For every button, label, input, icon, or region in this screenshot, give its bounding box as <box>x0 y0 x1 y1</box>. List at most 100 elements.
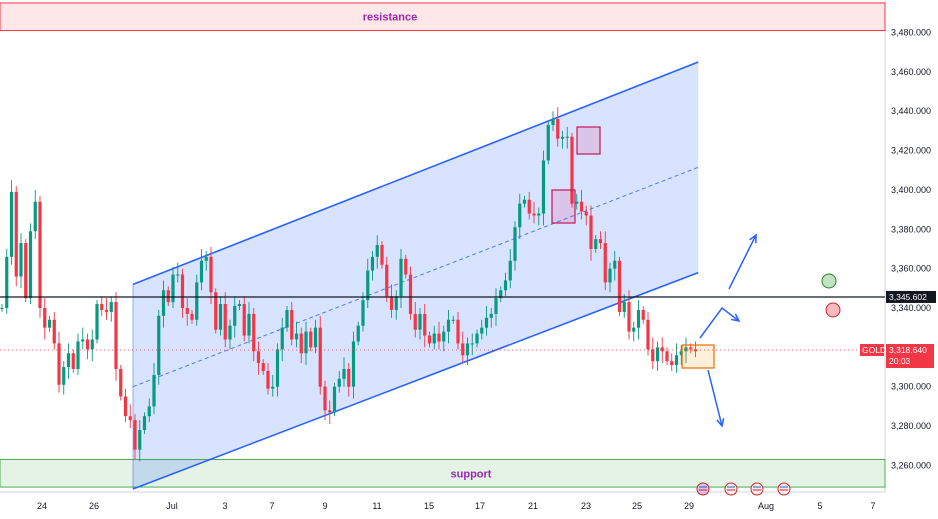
candle <box>38 201 42 308</box>
time-tick-label: 25 <box>632 501 642 511</box>
price-tick-label: 3,360.000 <box>891 264 931 274</box>
candle <box>655 347 660 362</box>
candle <box>81 339 85 342</box>
candle <box>100 304 104 310</box>
candle <box>195 282 199 320</box>
time-tick-label: 9 <box>322 501 327 511</box>
candle <box>233 306 237 326</box>
buy-signal-circle <box>821 273 837 289</box>
candle <box>603 243 607 283</box>
candle <box>9 191 14 257</box>
candle <box>114 302 118 369</box>
price-tick-label: 3,340.000 <box>891 303 931 313</box>
candle <box>456 319 460 344</box>
time-tick-label: 15 <box>424 501 434 511</box>
resistance-zone <box>0 2 886 32</box>
candles <box>0 107 698 462</box>
time-tick-label: 26 <box>89 501 99 511</box>
price-tick-label: 3,260.000 <box>891 460 931 470</box>
candle <box>218 304 223 330</box>
candle <box>138 429 142 450</box>
event-flag-icon <box>750 482 764 496</box>
candle <box>323 386 327 411</box>
arrow-retest <box>699 306 741 339</box>
candle <box>651 349 655 362</box>
candle <box>123 396 128 417</box>
candle <box>351 341 356 387</box>
candle <box>347 368 351 387</box>
candle <box>622 302 626 312</box>
candle <box>437 333 441 342</box>
candle <box>575 201 579 204</box>
candle <box>176 274 180 276</box>
candle <box>551 119 555 125</box>
event-icon <box>696 482 710 496</box>
candle <box>28 231 33 299</box>
candle <box>679 351 683 356</box>
candle <box>385 264 389 297</box>
event-flag-icon <box>777 482 791 496</box>
candle <box>546 124 550 161</box>
time-tick-label: 24 <box>37 501 47 511</box>
time-tick-label: 7 <box>870 501 875 511</box>
candle <box>584 211 588 216</box>
price-tick-label: 3,480.000 <box>891 27 931 37</box>
candle <box>223 304 227 340</box>
arrow-breakdown-path <box>707 369 723 427</box>
candle <box>256 351 261 364</box>
candle <box>119 368 123 397</box>
candle <box>484 317 489 328</box>
candle <box>399 258 403 297</box>
candle <box>128 416 132 421</box>
candle <box>142 416 147 430</box>
arrow-breakdown <box>707 369 725 428</box>
symbol-tag-text: GOLD <box>862 345 886 355</box>
candle <box>646 319 650 350</box>
time-tick-label: 5 <box>817 501 822 511</box>
symbol-tag <box>860 344 884 357</box>
candle <box>579 201 584 212</box>
candle <box>670 361 674 366</box>
candle <box>389 296 394 310</box>
candle <box>446 319 451 332</box>
candle <box>66 353 71 368</box>
candle <box>366 270 370 301</box>
candle <box>313 327 318 348</box>
event-icon <box>777 482 791 496</box>
candle <box>508 260 512 281</box>
candle <box>627 302 631 332</box>
candle <box>204 256 208 261</box>
candle <box>14 191 18 277</box>
candle <box>413 313 417 330</box>
candle <box>24 243 28 299</box>
candle <box>418 313 422 330</box>
candle <box>461 343 465 356</box>
candle <box>518 203 522 228</box>
event-flag-icon <box>696 482 710 496</box>
price-tick-label: 3,280.000 <box>891 421 931 431</box>
candle <box>565 136 569 138</box>
candle <box>408 274 413 314</box>
channel-fill <box>133 62 699 490</box>
candle <box>636 309 641 328</box>
candle <box>356 325 360 342</box>
price-tick-label: 3,380.000 <box>891 224 931 234</box>
candle <box>499 290 503 299</box>
candle <box>613 260 617 269</box>
candle <box>104 309 109 312</box>
candle <box>71 353 75 369</box>
candle <box>242 304 246 336</box>
candle <box>503 280 508 291</box>
candle <box>294 333 299 340</box>
candle <box>632 327 636 332</box>
candle <box>394 296 398 310</box>
candle <box>522 199 527 204</box>
price-tick-label: 3,300.000 <box>891 382 931 392</box>
candle <box>641 309 645 320</box>
candle <box>52 319 56 344</box>
candle <box>560 136 565 139</box>
candle <box>133 420 137 450</box>
candle <box>451 319 455 321</box>
